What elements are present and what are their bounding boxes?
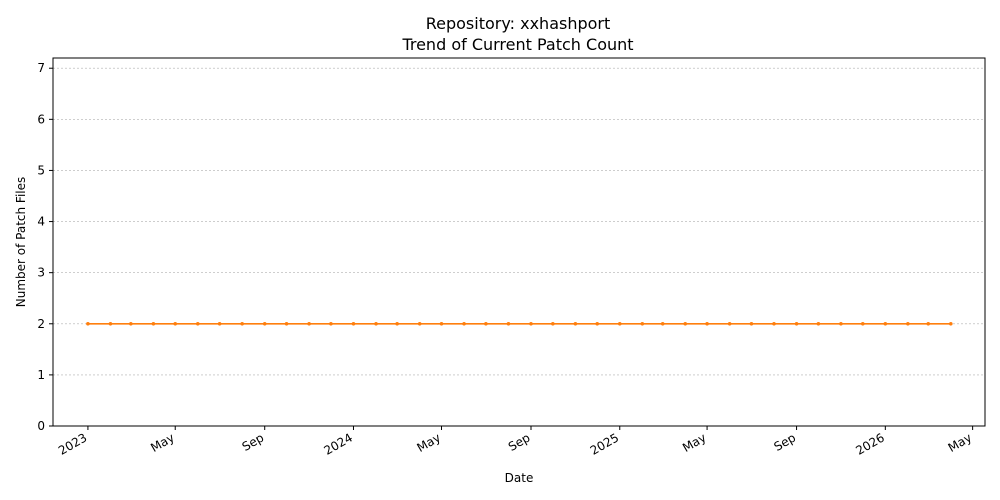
data-point [749,321,754,326]
data-point [794,321,799,326]
x-axis: 2023 May Sep 2024 May Sep 2025 May Sep 2026 May [56,426,974,458]
data-point [374,321,378,326]
data-point [217,321,222,326]
data-point [329,321,333,326]
data-point [129,321,133,326]
data-point [506,321,511,326]
x-tick-label: 2025 [588,430,621,457]
data-point [240,321,244,326]
data-point [816,321,821,326]
y-tick-label: 3 [37,266,45,280]
data-point [195,321,200,326]
data-point [529,321,533,326]
data-point [906,321,910,326]
data-point [439,321,444,326]
y-tick-label: 6 [37,112,45,126]
data-point [949,321,953,326]
data-point [284,321,289,326]
x-tick-label: May [946,430,974,455]
data-point [395,321,399,326]
data-point [617,321,622,326]
data-point [727,321,732,326]
chart-subtitle: Trend of Current Patch Count [401,35,633,54]
y-tick-label: 5 [37,163,45,177]
plot-frame [52,57,986,427]
data-point [86,321,90,326]
chart-title: Repository: xxhashport [426,14,611,33]
data-point [351,321,356,326]
y-tick-label: 1 [37,368,45,382]
data-point [307,321,311,326]
y-tick-label: 7 [37,61,45,75]
x-axis-label: Date [505,471,534,485]
data-point [484,321,488,326]
x-tick-label: May [680,430,708,455]
data-point [108,321,113,326]
grid-lines [53,67,985,427]
data-point [573,321,578,326]
x-tick-label: 2026 [853,430,886,457]
x-tick-label: Sep [771,430,798,453]
data-point [839,321,843,326]
data-point [640,321,645,326]
data-point [705,321,709,326]
x-tick-label: 2023 [56,430,89,457]
y-axis-label: Number of Patch Files [14,177,28,308]
data-point [860,321,865,326]
y-axis: 0 1 2 3 4 5 6 7 [37,61,53,433]
data-point [173,321,178,326]
x-tick-label: Sep [506,430,533,453]
data-point [772,321,776,326]
data-point [883,321,888,326]
data-point [151,321,156,326]
x-tick-label: May [415,430,443,455]
data-point [660,321,665,326]
y-tick-label: 0 [37,419,45,433]
data-point [417,321,422,326]
x-tick-label: Sep [240,430,267,453]
data-point [262,321,267,326]
data-point [551,321,555,326]
data-point [462,321,466,326]
y-tick-label: 4 [37,215,45,229]
series-layer [86,321,953,326]
y-tick-label: 2 [37,317,45,331]
data-point [683,321,688,326]
data-point [926,321,931,326]
x-tick-label: 2024 [322,430,355,457]
data-point [595,321,600,326]
x-tick-label: May [148,430,176,455]
